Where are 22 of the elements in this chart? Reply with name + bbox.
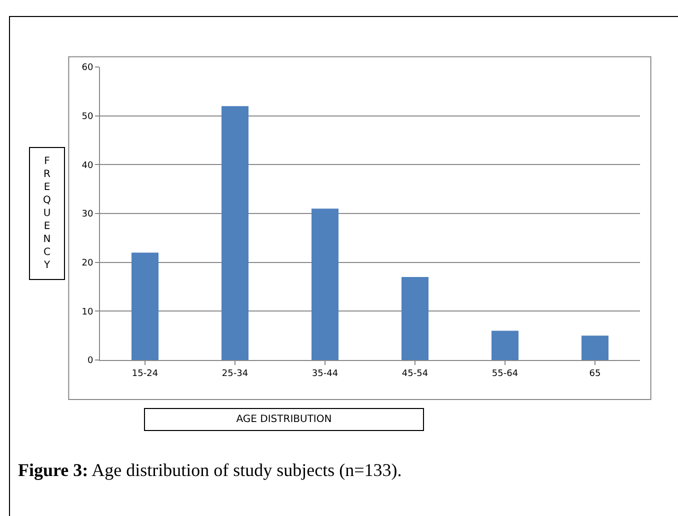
bar [222, 106, 248, 360]
bar [582, 336, 608, 360]
text: FREQUENCY [43, 156, 51, 271]
y-tick-label: 0 [87, 356, 94, 366]
bar [402, 276, 428, 360]
caption: Figure 3: Age distribution of study subjects (n=133). [18, 460, 402, 480]
bar [132, 252, 158, 360]
y-tick-label: 40 [82, 160, 94, 171]
y-tick-label: 10 [82, 307, 94, 318]
x-axis-title: AGE DISTRIBUTION [236, 414, 332, 425]
x-tick-label: 45-54 [402, 368, 428, 379]
x-tick-label: 15-24 [132, 368, 158, 379]
x-tick-label: 55-64 [492, 368, 518, 379]
x-tick-label: 35-44 [312, 368, 338, 379]
y-tick-label: 50 [82, 112, 94, 122]
y-tick-label: 60 [82, 63, 94, 74]
x-tick-label: 25-34 [222, 368, 248, 379]
y-tick-label: 20 [82, 258, 94, 268]
y-tick-label: 30 [82, 210, 94, 220]
bar [492, 330, 518, 360]
bar [312, 208, 338, 360]
x-tick-label: 65 [589, 368, 601, 379]
